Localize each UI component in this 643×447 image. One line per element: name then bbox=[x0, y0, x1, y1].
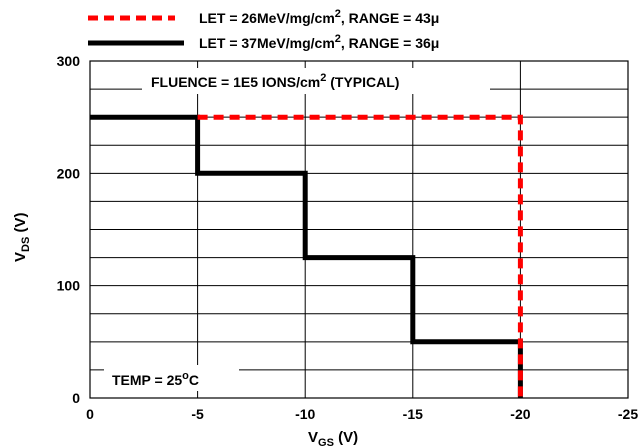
x-tick-label-4: -20 bbox=[510, 406, 530, 422]
x-tick-label-3: -15 bbox=[403, 406, 423, 422]
temp-box bbox=[104, 365, 239, 391]
y-tick-label-3: 300 bbox=[57, 53, 81, 69]
series-line-2 bbox=[90, 114, 523, 398]
series-line-1 bbox=[197, 114, 523, 398]
fluence-annotation: FLUENCE = 1E5 IONS/cm2 (TYPICAL) bbox=[151, 72, 399, 90]
x-axis-title: VGS (V) bbox=[308, 429, 358, 447]
legend: LET = 26MeV/mg/cm2, RANGE = 43μ LET = 37… bbox=[88, 8, 439, 51]
temp-annotation: TEMP = 25oC bbox=[112, 370, 199, 388]
x-tick-label-0: 0 bbox=[86, 406, 94, 422]
legend-label-series-2: LET = 37MeV/mg/cm2, RANGE = 36μ bbox=[199, 33, 439, 51]
y-tick-label-1: 100 bbox=[57, 278, 81, 294]
x-tick-labels: 0 -5 -10 -15 -20 -25 bbox=[86, 406, 638, 422]
x-tick-label-1: -5 bbox=[191, 406, 204, 422]
series-layer bbox=[90, 114, 523, 398]
x-tick-label-2: -10 bbox=[295, 406, 315, 422]
y-tick-label-2: 200 bbox=[57, 165, 81, 181]
x-tick-label-5: -25 bbox=[618, 406, 638, 422]
fluence-box bbox=[142, 68, 490, 94]
y-tick-label-0: 0 bbox=[72, 390, 80, 406]
y-axis-title: VDS (V) bbox=[12, 213, 32, 262]
y-tick-labels: 0 100 200 300 bbox=[57, 53, 81, 406]
legend-label-series-1: LET = 26MeV/mg/cm2, RANGE = 43μ bbox=[199, 8, 439, 26]
